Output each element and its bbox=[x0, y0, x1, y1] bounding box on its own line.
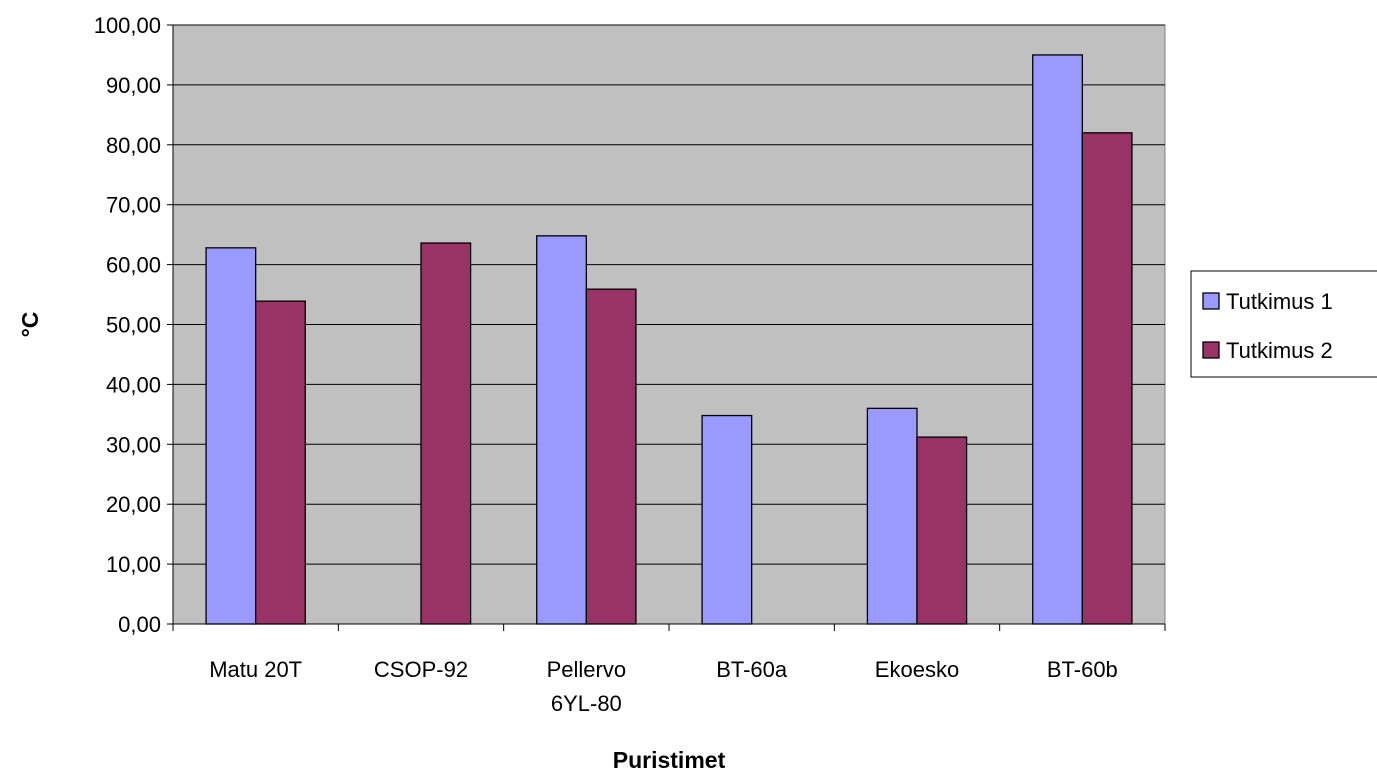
y-tick-label: 100,00 bbox=[94, 13, 161, 38]
y-tick-label: 70,00 bbox=[106, 193, 161, 218]
bar-tutkimus-2 bbox=[916, 436, 968, 625]
y-tick-label: 40,00 bbox=[106, 372, 161, 397]
x-tick-label: Ekoesko bbox=[875, 657, 959, 682]
y-axis: 0,00 10,00 20,00 30,00 40,00 50,00 60,00 70,00 8… bbox=[94, 13, 174, 637]
bar-tutkimus-2 bbox=[585, 288, 637, 625]
bar-tutkimus-2 bbox=[420, 242, 472, 625]
y-tick-label: 50,00 bbox=[106, 313, 161, 338]
x-tick-label: BT-60a bbox=[716, 657, 788, 682]
legend-swatch bbox=[1202, 292, 1220, 310]
x-tick-label: CSOP-92 bbox=[374, 657, 468, 682]
legend-label: Tutkimus 1 bbox=[1226, 289, 1333, 314]
x-tick-label: Pellervo 6YL-80 bbox=[547, 657, 626, 716]
bar-tutkimus-2 bbox=[255, 300, 306, 625]
y-tick-label: 60,00 bbox=[106, 253, 161, 278]
y-tick-label: 0,00 bbox=[118, 612, 161, 637]
x-axis: Matu 20T CSOP-92 Pellervo 6YL-80 BT-60a Ekoes… bbox=[172, 623, 1166, 716]
y-tick-label: 20,00 bbox=[106, 492, 161, 517]
bar-tutkimus-1 bbox=[536, 235, 587, 625]
x-tick-label-line: 6YL-80 bbox=[551, 691, 622, 716]
y-tick-label: 30,00 bbox=[106, 432, 161, 457]
x-axis-title: Puristimet bbox=[613, 747, 726, 773]
y-tick-label: 90,00 bbox=[106, 73, 161, 98]
legend-swatch bbox=[1202, 341, 1220, 359]
bar-tutkimus-1 bbox=[205, 247, 257, 625]
bar-tutkimus-1 bbox=[866, 407, 918, 625]
bar-tutkimus-2 bbox=[1081, 132, 1133, 625]
bar-tutkimus-1 bbox=[1032, 54, 1083, 625]
x-tick-label: BT-60b bbox=[1047, 657, 1118, 682]
y-axis-title: °C bbox=[17, 312, 43, 338]
bar-tutkimus-1 bbox=[701, 414, 753, 625]
y-tick-label: 80,00 bbox=[106, 133, 161, 158]
grid-lines bbox=[173, 24, 1165, 565]
x-tick-label-line: Matu 20T bbox=[209, 657, 302, 682]
x-tick-label-line: BT-60a bbox=[716, 657, 788, 682]
x-tick-label-line: Pellervo bbox=[547, 657, 626, 682]
y-tick-label: 10,00 bbox=[106, 552, 161, 577]
x-tick-label-line: Ekoesko bbox=[875, 657, 959, 682]
x-tick-label-line: CSOP-92 bbox=[374, 657, 468, 682]
legend: Tutkimus 1 Tutkimus 2 bbox=[1190, 270, 1377, 378]
x-tick-label: Matu 20T bbox=[209, 657, 302, 682]
legend-box bbox=[1190, 270, 1377, 378]
x-tick-label-line: BT-60b bbox=[1047, 657, 1118, 682]
bars bbox=[205, 54, 1133, 625]
legend-label: Tutkimus 2 bbox=[1226, 338, 1333, 363]
